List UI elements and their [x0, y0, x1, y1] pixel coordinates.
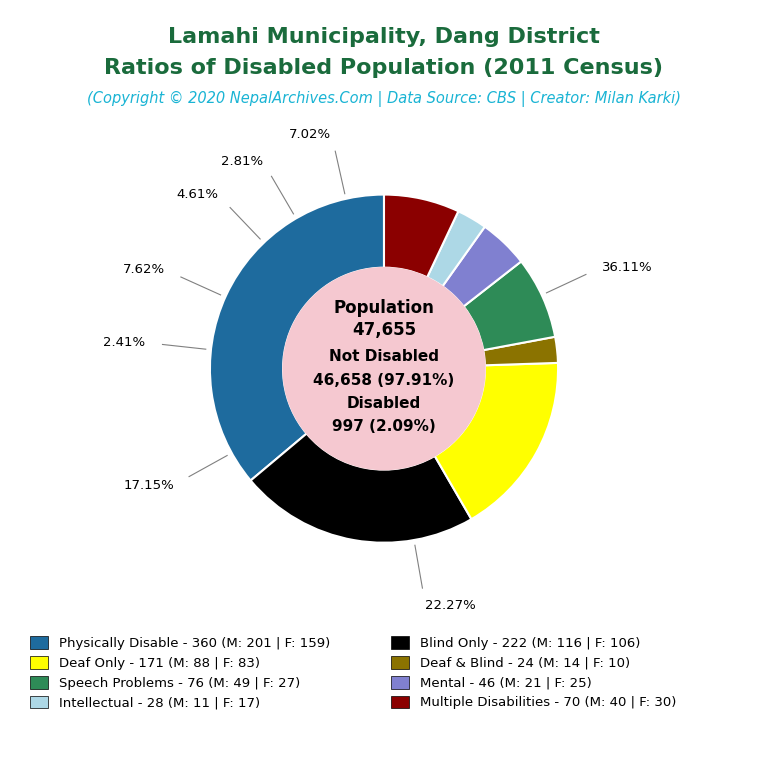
Text: 36.11%: 36.11% [601, 260, 652, 273]
Text: Not Disabled: Not Disabled [329, 349, 439, 364]
Text: Population: Population [333, 299, 435, 316]
Text: 7.02%: 7.02% [290, 127, 332, 141]
Legend: Blind Only - 222 (M: 116 | F: 106), Deaf & Blind - 24 (M: 14 | F: 10), Mental - : Blind Only - 222 (M: 116 | F: 106), Deaf… [391, 637, 676, 710]
Text: 7.62%: 7.62% [123, 263, 165, 276]
Wedge shape [210, 194, 384, 481]
Text: 46,658 (97.91%): 46,658 (97.91%) [313, 373, 455, 389]
Text: Lamahi Municipality, Dang District: Lamahi Municipality, Dang District [168, 27, 600, 47]
Text: 17.15%: 17.15% [123, 478, 174, 492]
Text: 997 (2.09%): 997 (2.09%) [332, 419, 436, 434]
Text: (Copyright © 2020 NepalArchives.Com | Data Source: CBS | Creator: Milan Karki): (Copyright © 2020 NepalArchives.Com | Da… [87, 91, 681, 107]
Wedge shape [250, 433, 472, 543]
Text: Ratios of Disabled Population (2011 Census): Ratios of Disabled Population (2011 Cens… [104, 58, 664, 78]
Wedge shape [427, 211, 485, 286]
Text: 2.41%: 2.41% [103, 336, 145, 349]
Wedge shape [442, 227, 521, 306]
Text: 2.81%: 2.81% [220, 155, 263, 167]
Wedge shape [384, 194, 458, 277]
Text: 22.27%: 22.27% [425, 599, 476, 612]
Text: 4.61%: 4.61% [176, 188, 218, 201]
Wedge shape [483, 336, 558, 366]
Text: Disabled: Disabled [347, 396, 421, 411]
Text: 47,655: 47,655 [352, 321, 416, 339]
Wedge shape [464, 261, 555, 350]
Circle shape [283, 268, 485, 469]
Wedge shape [435, 363, 558, 519]
